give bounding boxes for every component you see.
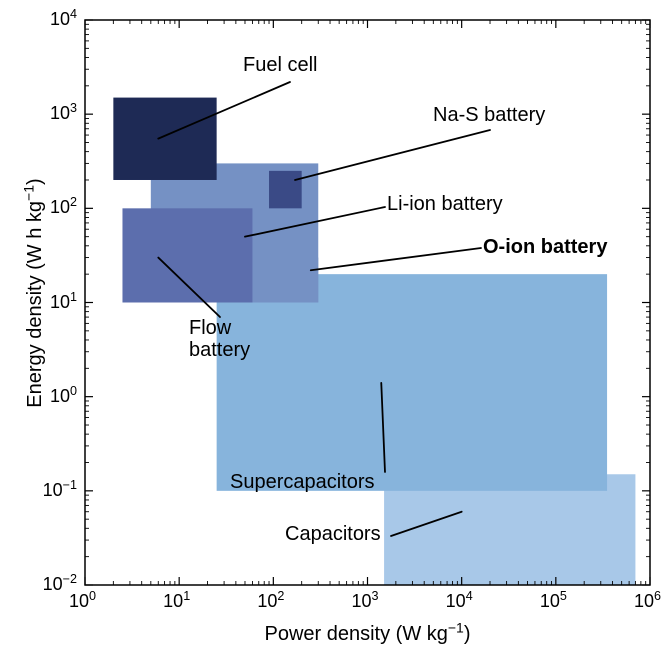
callout-supercapacitors: Supercapacitors	[230, 471, 375, 493]
callout-na-s-battery: Na-S battery	[433, 104, 545, 126]
x-tick-label: 105	[540, 591, 567, 612]
callout-fuel-cell: Fuel cell	[243, 54, 317, 76]
region-fuel-cell	[113, 98, 216, 180]
y-tick-label: 101	[50, 292, 77, 313]
x-tick-label: 103	[352, 591, 379, 612]
x-tick-label: 101	[163, 591, 190, 612]
region-capacitors	[384, 474, 635, 585]
x-tick-label: 106	[634, 591, 661, 612]
y-axis-label: Energy density (W h kg−1)	[24, 153, 47, 433]
region-supercapacitors	[217, 274, 607, 491]
ragone-figure: Power density (W kg−1) Energy density (W…	[0, 0, 667, 668]
region-na-s-battery	[269, 171, 302, 208]
x-tick-label: 104	[446, 591, 473, 612]
y-tick-label: 103	[50, 103, 77, 124]
x-tick-label: 102	[257, 591, 284, 612]
plot-area	[85, 20, 650, 585]
y-tick-label: 102	[50, 197, 77, 218]
callout-o-ion-battery: O-ion battery	[483, 236, 607, 258]
y-tick-label: 10−2	[43, 574, 77, 595]
y-tick-label: 104	[50, 9, 77, 30]
y-tick-label: 10−1	[43, 480, 77, 501]
region-flow-battery	[122, 208, 252, 302]
x-axis-label: Power density (W kg−1)	[248, 623, 488, 646]
callout-li-ion-battery: Li-ion battery	[387, 193, 503, 215]
y-tick-label: 100	[50, 386, 77, 407]
callout-capacitors: Capacitors	[285, 523, 381, 545]
plot-svg	[85, 20, 650, 585]
callout-flow-battery: Flow battery	[189, 317, 250, 361]
leader-line	[311, 248, 481, 270]
leader-line	[295, 130, 490, 180]
